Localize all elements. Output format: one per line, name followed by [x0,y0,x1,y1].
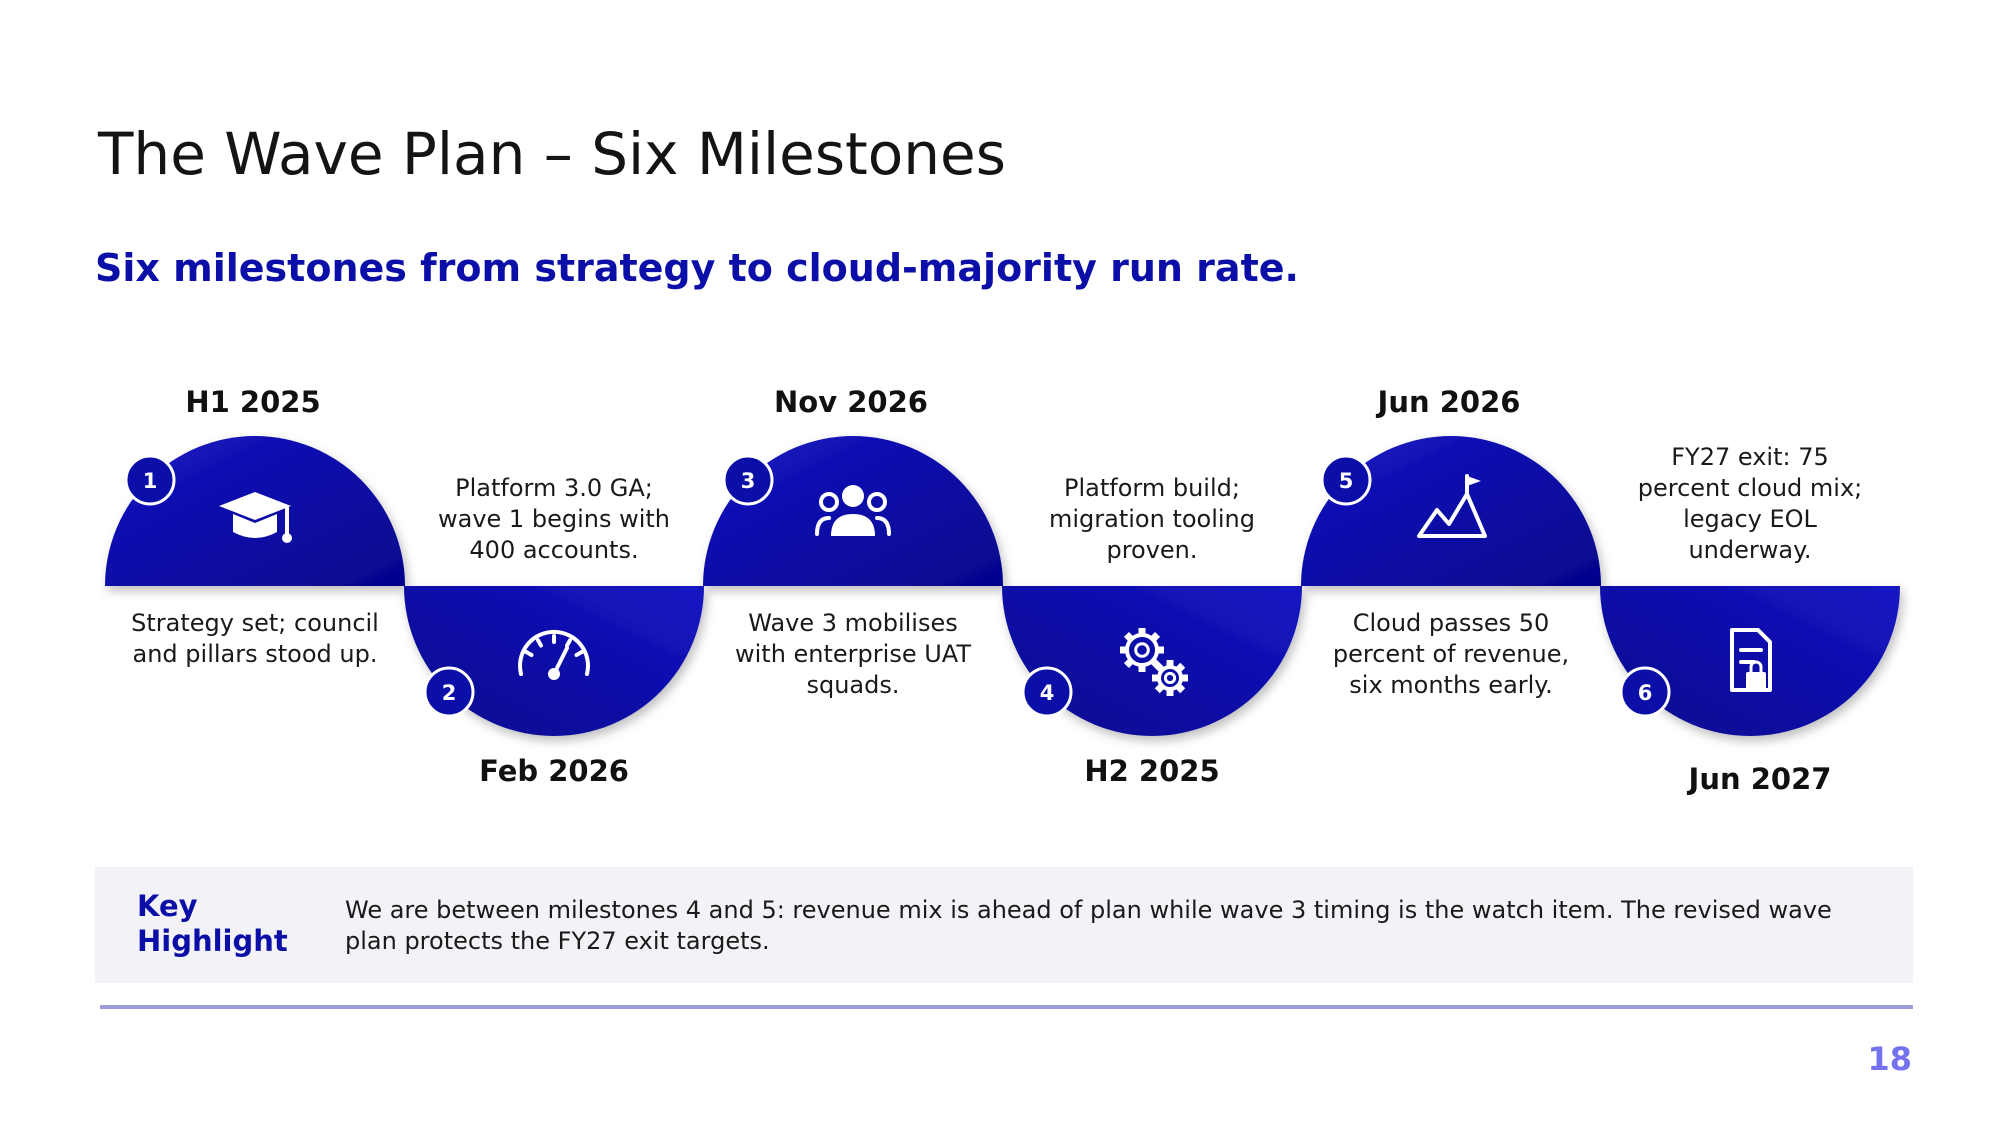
milestone-number-badge: 6 [1619,666,1671,718]
milestone-half-disc [1301,436,1601,586]
milestone-1: 1 [105,436,405,586]
milestone-number-badge: 4 [1021,666,1073,718]
milestone-number-badge: 3 [722,454,774,506]
milestone-half-disc [404,586,704,736]
key-highlight-label-line2: Highlight [137,924,288,958]
milestone-caption: Platform build; migration tooling proven. [1049,474,1255,564]
slide-title: The Wave Plan – Six Milestones [98,120,1006,188]
milestone-number: 3 [741,469,756,493]
milestone-date: Nov 2026 [774,385,928,419]
speedometer-icon [518,629,590,680]
milestone-number: 6 [1638,681,1653,705]
milestone-timeline: 1 H1 2025 Strategy set; council and pillars… [105,385,1900,796]
page-number: 18 [1867,1040,1912,1078]
milestone-number: 1 [143,469,158,493]
milestone-date: Jun 2027 [1687,762,1832,796]
slide-subtitle: Six milestones from strategy to cloud-ma… [95,246,1299,290]
milestone-number: 2 [442,681,457,705]
milestone-number: 5 [1339,469,1354,493]
milestone-date: Jun 2026 [1376,385,1521,419]
key-highlight-text: We are between milestones 4 and 5: reven… [345,896,1832,955]
milestone-2: 2 [404,586,704,736]
milestone-3: 3 [703,436,1003,586]
milestone-6: 6 [1600,586,1900,736]
milestone-date: H2 2025 [1084,754,1219,788]
gears-icon [1120,628,1188,696]
milestone-caption: Cloud passes 50 percent of revenue, six mo… [1333,609,1569,699]
milestone-number-badge: 1 [124,454,176,506]
graduation-cap-icon [219,492,292,543]
mountain-flag-icon [1417,474,1487,538]
footer-divider [100,1005,1913,1009]
document-lock-icon [1730,628,1772,692]
milestone-caption: Platform 3.0 GA; wave 1 begins with 400 ac… [438,474,670,564]
milestone-caption: Strategy set; council and pillars stood u… [131,609,379,668]
milestone-5: 5 [1301,436,1601,586]
milestone-half-disc [703,436,1003,586]
key-highlight-label: Key Highlight [137,889,307,959]
milestone-number: 4 [1040,681,1055,705]
milestone-4: 4 [1002,586,1302,736]
milestone-number-badge: 2 [423,666,475,718]
milestone-caption: Wave 3 mobilises with enterprise UAT squad… [735,609,971,699]
key-highlight-label-line1: Key [137,889,198,923]
team-icon [815,485,891,536]
milestone-caption: FY27 exit: 75 percent cloud mix; legacy EO… [1638,443,1863,564]
milestone-number-badge: 5 [1320,454,1372,506]
milestone-date: H1 2025 [185,385,320,419]
key-highlight-box: Key Highlight We are between milestones … [95,867,1913,983]
milestone-date: Feb 2026 [479,754,629,788]
